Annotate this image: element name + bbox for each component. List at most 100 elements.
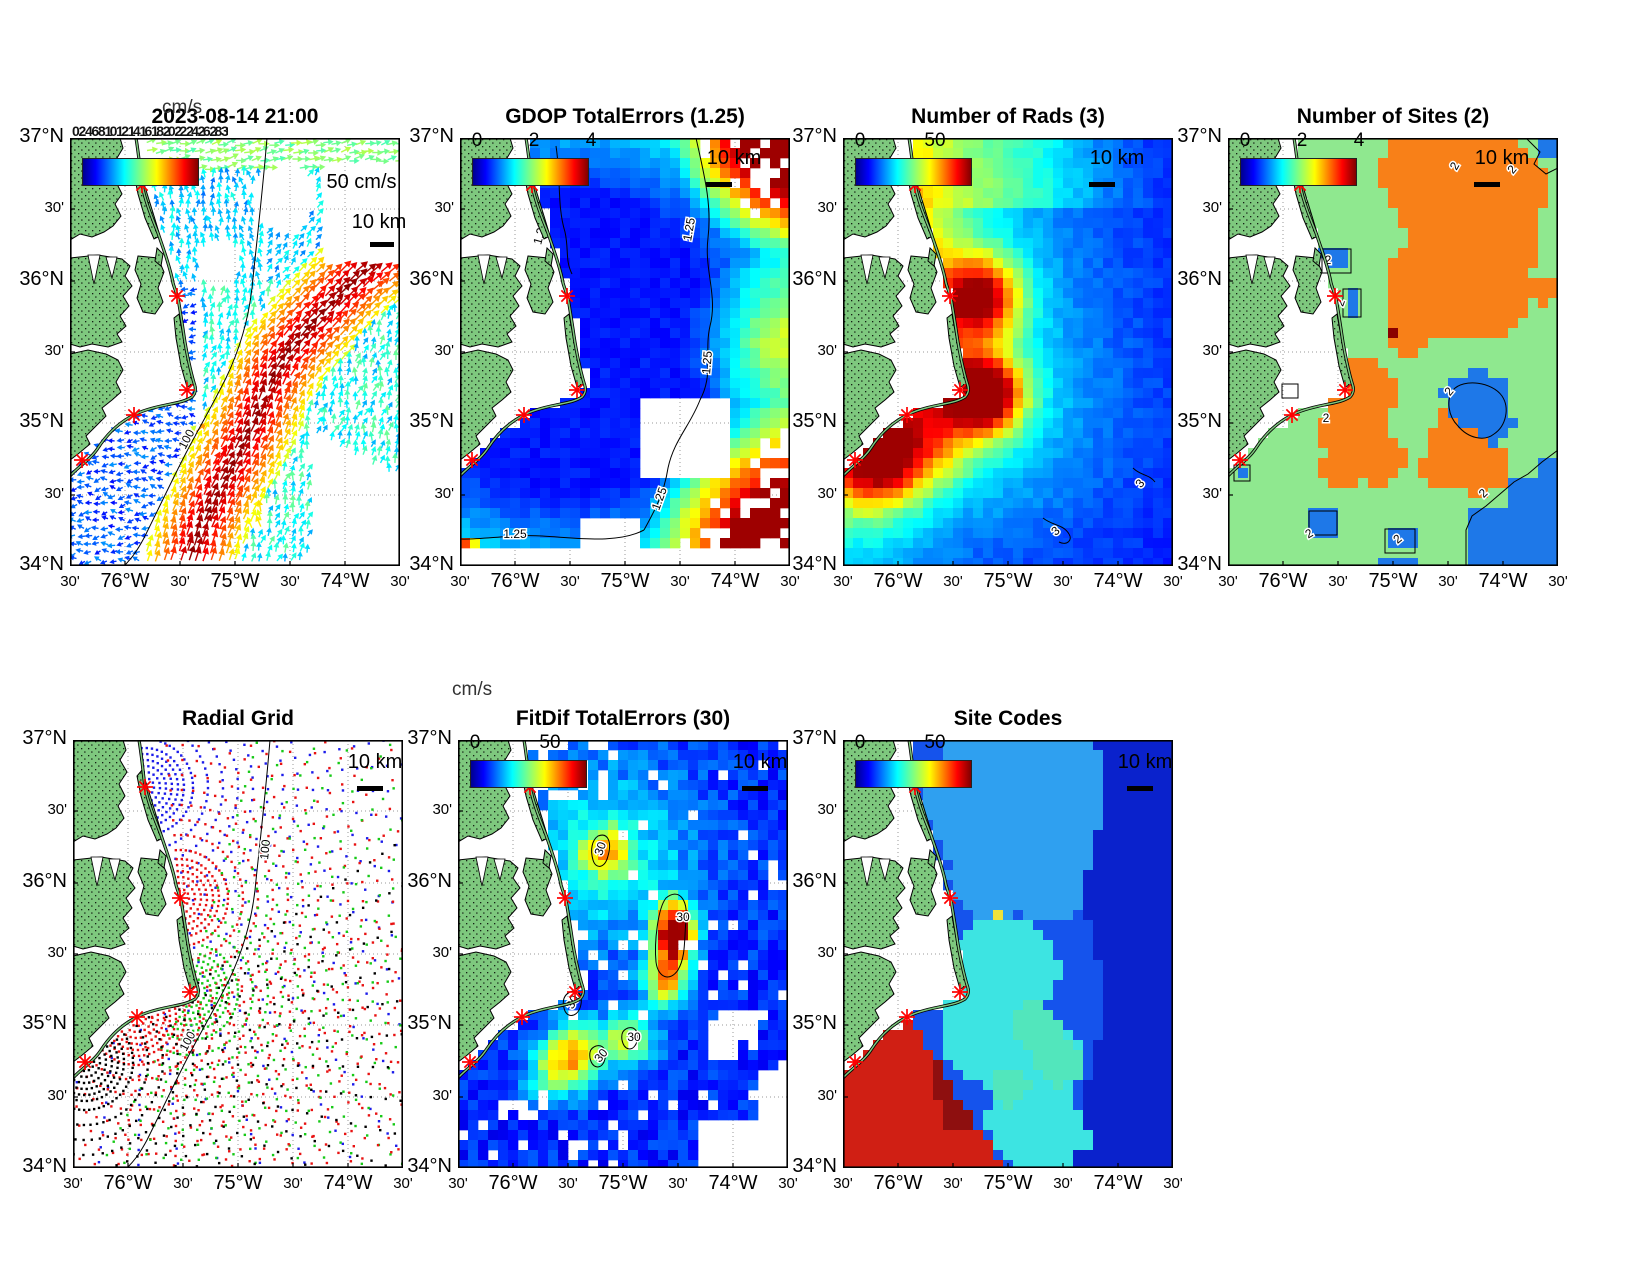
lon-tick-label: 74°W xyxy=(1093,1172,1143,1194)
axes-frame xyxy=(458,740,788,1168)
scale-label: 10 km xyxy=(1117,751,1173,773)
field-cells xyxy=(843,138,1173,566)
lat-tick-label: 30' xyxy=(1202,199,1222,216)
lat-tick-label: 30' xyxy=(47,1087,67,1104)
lon-tick-label: 76°W xyxy=(100,570,150,592)
panel-radial-grid: Radial Grid 100 100 37°N 30' 36°N 30' 35°N 30'… xyxy=(22,707,412,1194)
lon-tick-label: 30' xyxy=(943,573,963,590)
lon-tick-label: 76°W xyxy=(488,1172,538,1194)
lat-tick-label: 35°N xyxy=(1177,410,1222,432)
lat-tick-label: 30' xyxy=(47,944,67,961)
contour-label: 2 xyxy=(1325,253,1332,267)
lon-tick-label: 75°W xyxy=(213,1172,263,1194)
lat-tick-label: 34°N xyxy=(1177,553,1222,575)
contour-label: 100 xyxy=(257,839,273,861)
scale-bar xyxy=(1089,182,1115,187)
radar-site-markers xyxy=(77,779,198,1070)
scale-bar xyxy=(742,786,768,791)
lon-tick-label: 30' xyxy=(1218,573,1238,590)
lon-tick-label: 74°W xyxy=(708,1172,758,1194)
colorbar-tick-label: 4 xyxy=(1353,130,1365,151)
lat-tick-label: 36°N xyxy=(19,268,64,290)
colorbar-tick-label: 50 xyxy=(924,732,946,753)
lon-tick-label: 30' xyxy=(943,1175,963,1192)
lon-tick-label: 75°W xyxy=(1368,570,1418,592)
plot-border xyxy=(458,740,788,1168)
lon-tick-label: 30' xyxy=(170,573,190,590)
lon-tick-label: 30' xyxy=(60,573,80,590)
panel-title: Number of Rads (3) xyxy=(911,105,1105,128)
contour-label: 1.25 xyxy=(503,527,527,541)
panel-title: 2023-08-14 21:00 xyxy=(151,105,319,128)
colorbar-crowded-ticks: 0 2 4 6 8 10 12 14 16 18 20 22 24 26 28 … xyxy=(72,123,228,139)
lat-tick-label: 30' xyxy=(1202,485,1222,502)
scale-bar xyxy=(370,242,394,247)
lon-tick-label: 30' xyxy=(833,1175,853,1192)
lat-tick-label: 30' xyxy=(432,944,452,961)
lat-tick-label: 37°N xyxy=(792,125,837,147)
lon-tick-label: 30' xyxy=(670,573,690,590)
plot-border xyxy=(70,138,400,566)
lat-tick-label: 35°N xyxy=(792,1012,837,1034)
lat-tick-label: 37°N xyxy=(792,727,837,749)
colorbar-tick-label: 0 xyxy=(469,732,481,753)
lon-tick-label: 76°W xyxy=(1258,570,1308,592)
colorbar-tick-label: 0 xyxy=(471,130,483,151)
plot-border xyxy=(460,138,790,566)
axes-frame xyxy=(843,138,1173,566)
lon-tick-label: 75°W xyxy=(983,570,1033,592)
radar-site-markers xyxy=(462,779,583,1070)
lon-tick-label: 30' xyxy=(1328,573,1348,590)
lon-tick-label: 30' xyxy=(448,1175,468,1192)
field-cells xyxy=(843,740,1173,1168)
lon-tick-label: 76°W xyxy=(103,1172,153,1194)
contour-label: 2 xyxy=(1323,411,1330,425)
axes-frame xyxy=(460,138,790,566)
panel-total-currents: 2023-08-14 21:00 100 37°N 30' 36°N 30' 35°N 3… xyxy=(19,98,409,592)
lat-tick-label: 35°N xyxy=(19,410,64,432)
radar-site-markers xyxy=(1232,177,1353,468)
lon-tick-label: 75°W xyxy=(210,570,260,592)
land xyxy=(73,740,200,1080)
lon-tick-label: 30' xyxy=(1053,573,1073,590)
lat-tick-label: 30' xyxy=(817,485,837,502)
lon-tick-label: 74°W xyxy=(320,570,370,592)
graticule xyxy=(73,740,403,1168)
panel-title: Radial Grid xyxy=(181,707,295,730)
colorbar-tick-label: 50 xyxy=(539,732,561,753)
lat-tick-label: 30' xyxy=(44,199,64,216)
scale-label: 10 km xyxy=(1474,147,1530,169)
lon-tick-label: 30' xyxy=(833,573,853,590)
lon-tick-label: 74°W xyxy=(1093,570,1143,592)
colorbar-tick-label: 0 xyxy=(854,732,866,753)
lat-tick-label: 30' xyxy=(434,342,454,359)
lat-tick-label: 36°N xyxy=(409,268,454,290)
lat-tick-label: 30' xyxy=(817,1087,837,1104)
colorbar xyxy=(1240,158,1357,186)
lat-tick-label: 30' xyxy=(1202,342,1222,359)
lon-tick-label: 76°W xyxy=(873,1172,923,1194)
scale-bar xyxy=(357,786,383,791)
lon-tick-label: 30' xyxy=(560,573,580,590)
lon-tick-label: 30' xyxy=(1438,573,1458,590)
lat-tick-label: 34°N xyxy=(407,1155,452,1177)
lat-tick-label: 37°N xyxy=(1177,125,1222,147)
graticule xyxy=(70,138,400,566)
lat-tick-label: 30' xyxy=(434,485,454,502)
colorbar xyxy=(470,760,587,788)
lat-tick-label: 30' xyxy=(432,801,452,818)
colorbar-tick-label: 2 xyxy=(1296,130,1308,151)
panel-fitdif: FitDif TotalErrors (30) 30 30 30 30 30 37°N 3… xyxy=(407,680,797,1194)
lat-tick-label: 35°N xyxy=(22,1012,67,1034)
scale-label: 10 km xyxy=(732,751,788,773)
colorbar xyxy=(82,158,199,186)
current-vectors xyxy=(70,138,400,566)
lat-tick-label: 30' xyxy=(44,485,64,502)
lat-tick-label: 36°N xyxy=(792,268,837,290)
lon-tick-label: 30' xyxy=(393,1175,413,1192)
lat-tick-label: 30' xyxy=(817,199,837,216)
